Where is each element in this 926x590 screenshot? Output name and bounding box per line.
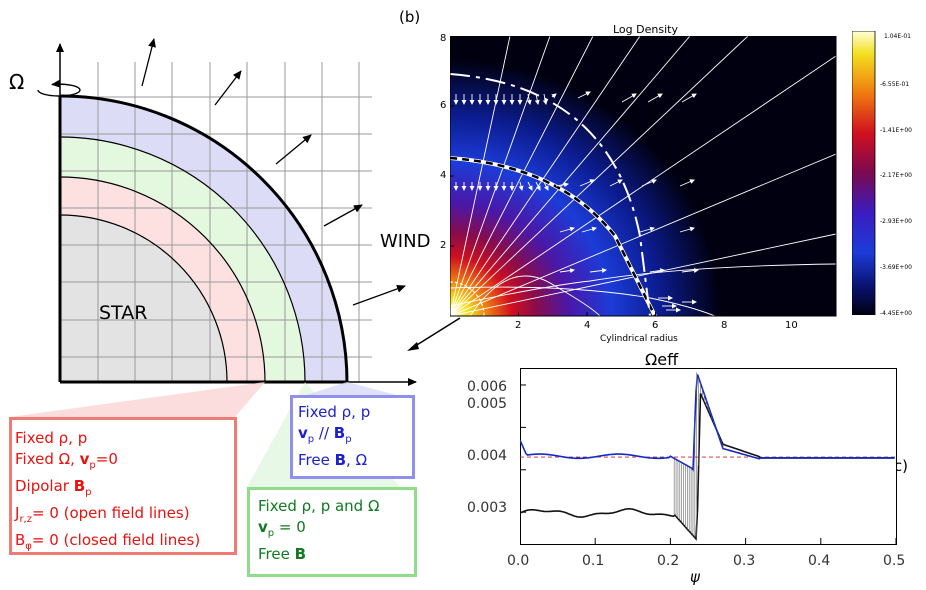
y-tick-label: 6 [440, 100, 447, 111]
y-tick-label: 8 [440, 33, 447, 44]
colorbar-tick-label: -6.55E-01 [880, 81, 910, 88]
y-tick-label: 0.005 [467, 396, 508, 412]
x-tick-label: 0.4 [808, 553, 831, 569]
inner-boundary-conditions-box: Fixed ρ, p Fixed Ω, vp=0 Dipolar Bp Jr,z… [9, 417, 237, 555]
colorbar [852, 31, 876, 315]
condition-line: Fixed ρ, p and Ω [258, 497, 380, 515]
outer-boundary [59, 94, 349, 383]
y-tick-label: 0.004 [467, 448, 508, 464]
colorbar-tick-label: -2.93E+00 [880, 218, 912, 225]
grid-lines [60, 62, 372, 382]
wind-arrows [141, 38, 406, 306]
plot-xlabel: ψ [690, 568, 700, 586]
omega-eff-plot [520, 368, 897, 545]
y-tick-label: 2 [440, 240, 447, 251]
outer-boundary-conditions-box: Fixed ρ, p vp // Bp Free B, Ω [290, 395, 415, 479]
x-tick-label: 0.0 [507, 553, 530, 569]
x-tick-label: 0.2 [657, 553, 680, 569]
condition-line: Fixed Ω, vp=0 [15, 450, 118, 471]
rotation-icon [37, 79, 81, 97]
density-map-title: Log Density [613, 23, 678, 36]
connector-arrow [407, 317, 461, 351]
curve-spread [673, 372, 724, 540]
x-tick-label: 6 [652, 320, 659, 331]
x-tick-label: 0.1 [582, 553, 605, 569]
condition-line: Jr,z= 0 (open field lines) [15, 504, 190, 525]
middle-boundary-conditions-box: Fixed ρ, p and Ω vp = 0 Free B [247, 487, 417, 577]
y-tick-label: 4 [440, 170, 447, 181]
colorbar-tick-label: -4.45E+00 [880, 310, 912, 317]
condition-line: Fixed ρ, p [298, 403, 371, 421]
star-zone [60, 215, 227, 382]
x-tick-label: 0.5 [883, 553, 906, 569]
panel-c-title: Ωeff [645, 350, 679, 369]
condition-line: Fixed ρ, p [15, 429, 88, 447]
condition-line: Free B [258, 545, 307, 563]
condition-line: Dipolar Bp [15, 477, 92, 498]
x-tick-label: 2 [515, 320, 522, 331]
y-tick-label: 0.006 [467, 379, 508, 395]
omega-label: Ω [9, 70, 25, 94]
x-tick-label: 10 [785, 320, 798, 331]
wind-label: WIND [380, 231, 431, 252]
condition-line: Bφ= 0 (closed field lines) [15, 531, 201, 552]
colorbar-tick-label: 1.04E-01 [884, 33, 911, 40]
velocity-arrows [453, 91, 699, 313]
condition-line: vp // Bp [298, 424, 352, 445]
colorbar-tick-label: -1.41E+00 [880, 127, 912, 134]
x-tick-label: 0.3 [733, 553, 756, 569]
y-tick-label: 0.003 [467, 500, 508, 516]
density-map-xlabel: Cylindrical radius [600, 334, 678, 344]
condition-line: Free B, Ω [298, 451, 368, 469]
x-tick-label: 4 [584, 320, 591, 331]
condition-line: vp = 0 [258, 518, 306, 539]
panel-b-label: (b) [399, 8, 421, 26]
density-map [450, 36, 837, 317]
x-tick-label: 8 [721, 320, 728, 331]
colorbar-tick-label: -3.69E+00 [880, 264, 912, 271]
blue-curve [520, 374, 895, 472]
colorbar-tick-label: -2.17E+00 [880, 172, 912, 179]
alfven-surface [450, 73, 651, 316]
star-label: STAR [99, 302, 148, 324]
